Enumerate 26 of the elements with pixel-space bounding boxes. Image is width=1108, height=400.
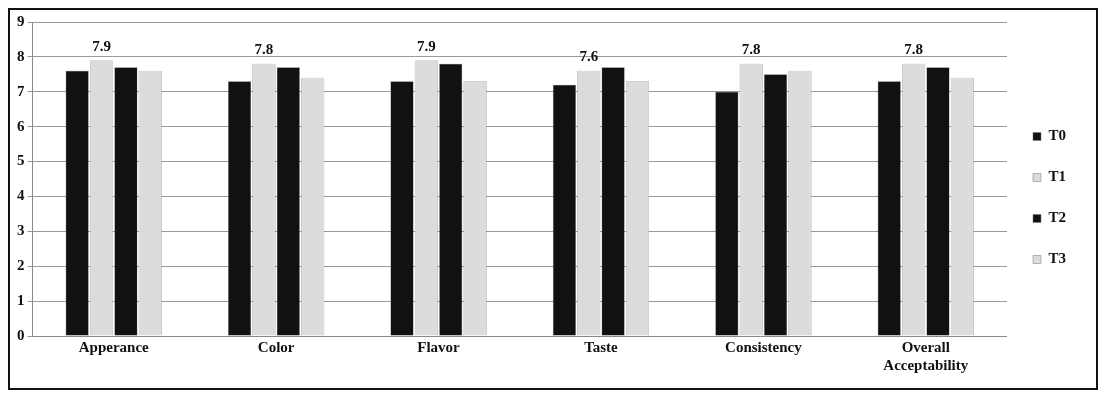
y-tick-label: 8: [17, 47, 25, 64]
y-tick-label: 9: [17, 12, 25, 29]
legend-label: T2: [1048, 209, 1067, 226]
data-label: 7.8: [741, 41, 761, 58]
legend-label: T1: [1048, 168, 1067, 185]
y-tick-label: 6: [17, 117, 25, 134]
x-tick-label: Taste: [584, 338, 619, 355]
x-tick-label: Consistency: [725, 338, 803, 355]
data-label: 7.6: [579, 48, 599, 65]
x-tick-label: Apperance: [78, 338, 150, 355]
x-tick-label: Color: [257, 338, 295, 355]
data-label: 7.8: [254, 41, 274, 58]
y-tick-label: 5: [17, 152, 25, 169]
legend-label: T0: [1048, 127, 1067, 144]
y-tick-label: 7: [17, 82, 25, 99]
y-tick-label: 3: [17, 222, 25, 239]
y-tick-label: 4: [17, 187, 25, 204]
legend-label: T3: [1048, 250, 1067, 267]
data-label: 7.9: [92, 37, 111, 54]
data-label: 7.9: [416, 37, 436, 54]
y-tick-label: 1: [17, 291, 25, 308]
y-tick-label: 0: [17, 326, 25, 343]
data-label: 7.8: [904, 41, 923, 58]
x-tick-label: Overall Acceptability: [883, 338, 969, 373]
y-tick-label: 2: [17, 257, 25, 274]
x-tick-label: Flavor: [417, 338, 461, 355]
